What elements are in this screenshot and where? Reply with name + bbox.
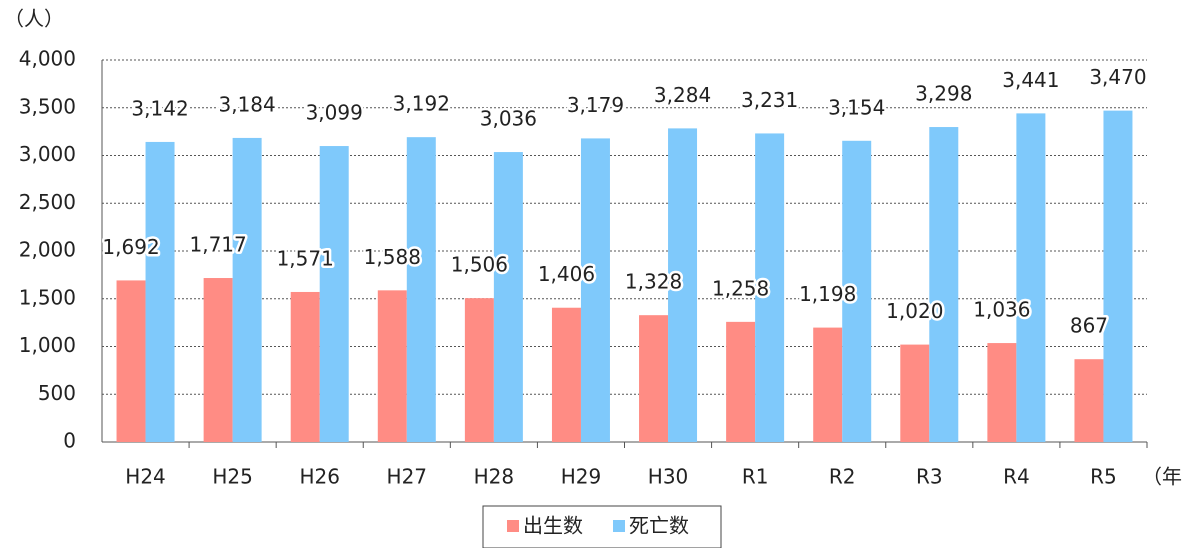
bar (116, 280, 146, 442)
value-label: 1,506 (451, 253, 508, 277)
x-tick-label: H24 (125, 465, 166, 489)
bar (639, 315, 669, 442)
bar (406, 137, 436, 442)
bar (929, 127, 959, 442)
x-tick-label: H25 (212, 465, 253, 489)
y-tick-label: 4,000 (19, 47, 76, 71)
value-label: 1,571 (277, 246, 334, 270)
bar (813, 327, 843, 442)
bar (842, 140, 872, 442)
value-label: 1,692 (102, 235, 159, 259)
bar (493, 152, 523, 442)
value-label: 3,298 (915, 82, 972, 106)
bar (755, 133, 785, 442)
bar (726, 321, 756, 442)
legend-swatch (613, 520, 625, 532)
x-tick-label: H30 (648, 465, 689, 489)
x-tick-label: R5 (1090, 465, 1117, 489)
bar (290, 291, 320, 442)
x-tick-label: H26 (299, 465, 340, 489)
bar (203, 278, 233, 442)
value-label: 1,258 (712, 276, 769, 300)
bar (145, 141, 175, 442)
value-label: 1,588 (364, 245, 421, 269)
value-label: 3,470 (1089, 65, 1146, 89)
value-label: 1,198 (799, 282, 856, 306)
y-tick-label: 3,500 (19, 94, 76, 118)
y-tick-label: 2,000 (19, 238, 76, 262)
y-tick-label: 0 (63, 429, 76, 453)
x-axis-label: （年） (1142, 465, 1182, 489)
bar (319, 146, 349, 442)
bar (1103, 110, 1133, 443)
bar (377, 290, 407, 442)
bar (464, 298, 494, 442)
legend-swatch (507, 520, 519, 532)
x-tick-label: R1 (742, 465, 769, 489)
x-tick-label: H29 (561, 465, 602, 489)
value-label: 3,154 (828, 95, 885, 119)
value-label: 1,328 (625, 270, 682, 294)
bar (987, 343, 1017, 442)
value-label: 1,020 (886, 299, 943, 323)
x-tick-label: R4 (1003, 465, 1030, 489)
bar (668, 128, 698, 443)
bar (232, 137, 262, 443)
legend-label: 死亡数 (629, 514, 689, 538)
bar (1016, 113, 1046, 443)
x-tick-label: R2 (829, 465, 856, 489)
value-label: 3,192 (393, 92, 450, 116)
legend-label: 出生数 (523, 514, 583, 538)
y-tick-label: 1,000 (19, 333, 76, 357)
value-label: 3,231 (741, 88, 798, 112)
bar (580, 138, 610, 442)
bar (900, 344, 930, 442)
x-tick-label: H28 (474, 465, 515, 489)
y-tick-label: 2,500 (19, 190, 76, 214)
value-label: 1,406 (538, 262, 595, 286)
value-label: 1,717 (189, 233, 246, 257)
y-tick-label: 500 (38, 381, 76, 405)
y-axis-label: （人） (4, 7, 64, 31)
value-label: 3,099 (306, 101, 363, 125)
value-label: 3,036 (480, 107, 537, 131)
legend-box (482, 505, 722, 548)
value-label: 3,142 (131, 96, 188, 120)
value-label: 3,179 (567, 93, 624, 117)
y-tick-label: 3,000 (19, 142, 76, 166)
value-label: 3,441 (1002, 68, 1059, 92)
x-tick-label: H27 (387, 465, 428, 489)
value-label: 3,284 (654, 83, 711, 107)
x-tick-label: R3 (916, 465, 943, 489)
bar (1074, 359, 1104, 442)
bar (551, 307, 581, 442)
value-label: 867 (1070, 314, 1108, 338)
value-label: 1,036 (973, 298, 1030, 322)
y-tick-label: 1,500 (19, 285, 76, 309)
value-label: 3,184 (218, 92, 275, 116)
